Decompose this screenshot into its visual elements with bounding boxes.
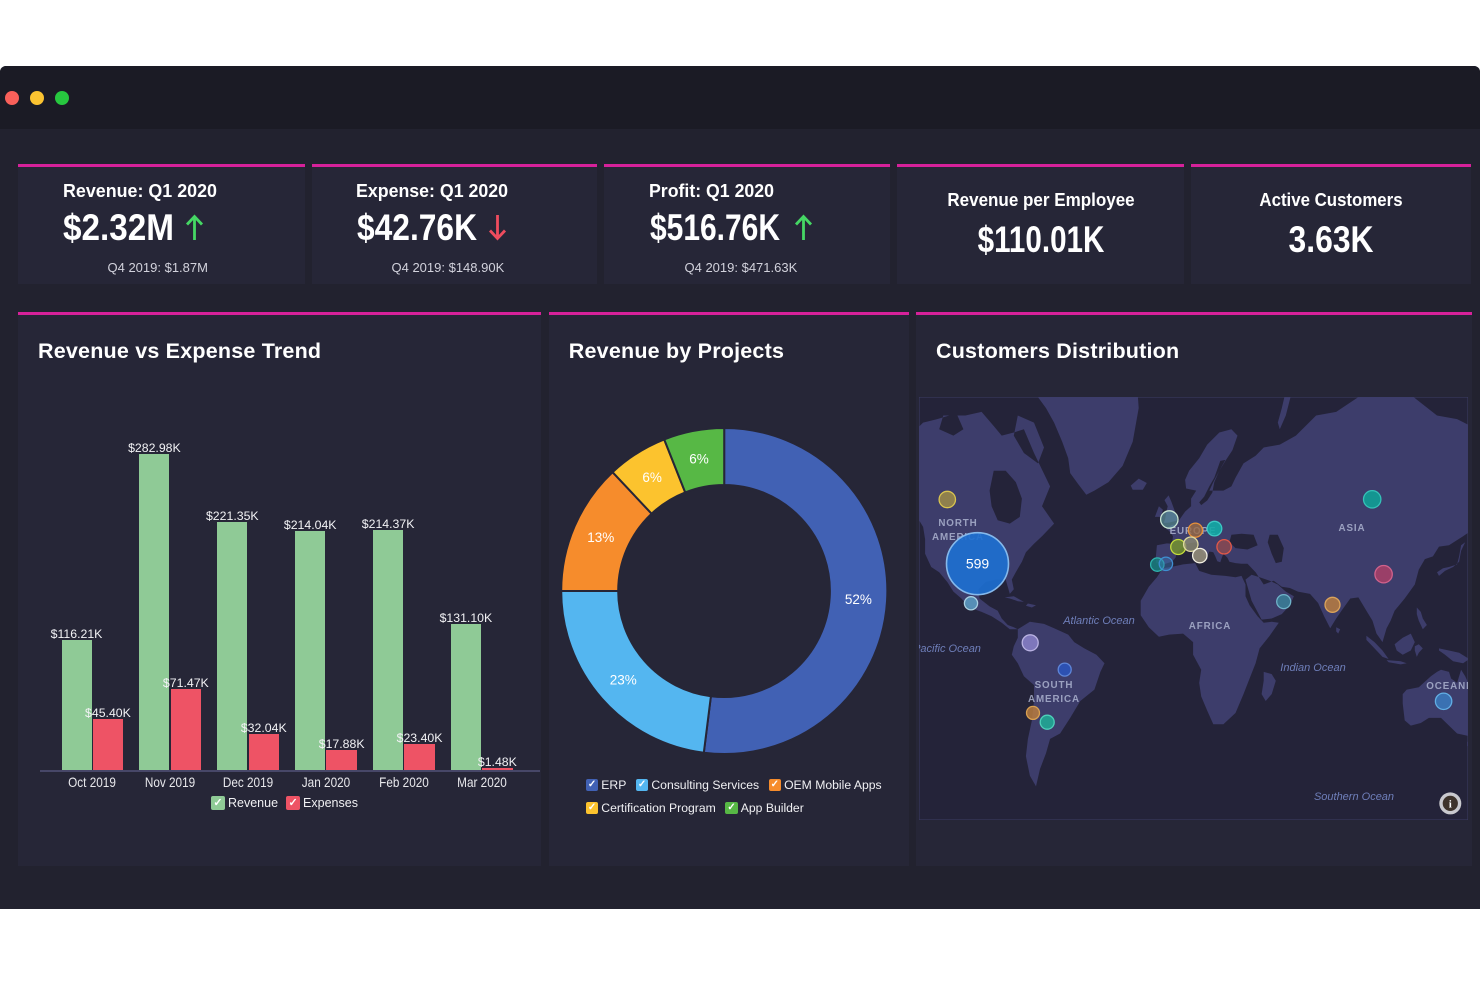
- svg-text:AMERICA: AMERICA: [1028, 694, 1080, 705]
- svg-text:ASIA: ASIA: [1338, 523, 1365, 534]
- svg-text:SOUTH: SOUTH: [1035, 680, 1074, 691]
- svg-text:13%: 13%: [587, 530, 614, 545]
- svg-text:6%: 6%: [642, 470, 662, 485]
- svg-text:AFRICA: AFRICA: [1189, 621, 1231, 632]
- svg-text:AMERICA: AMERICA: [932, 532, 984, 543]
- svg-text:i: i: [1449, 799, 1452, 811]
- svg-text:OCEANIA: OCEANIA: [1426, 681, 1468, 692]
- svg-text:NORTH: NORTH: [938, 518, 977, 529]
- svg-text:Pacific Ocean: Pacific Ocean: [919, 643, 981, 655]
- svg-text:599: 599: [966, 556, 990, 572]
- svg-text:52%: 52%: [845, 592, 872, 607]
- svg-text:Indian Ocean: Indian Ocean: [1280, 662, 1345, 674]
- svg-text:23%: 23%: [610, 672, 637, 687]
- svg-text:6%: 6%: [689, 451, 709, 466]
- svg-text:Atlantic Ocean: Atlantic Ocean: [1062, 615, 1135, 627]
- svg-text:Southern Ocean: Southern Ocean: [1314, 791, 1394, 803]
